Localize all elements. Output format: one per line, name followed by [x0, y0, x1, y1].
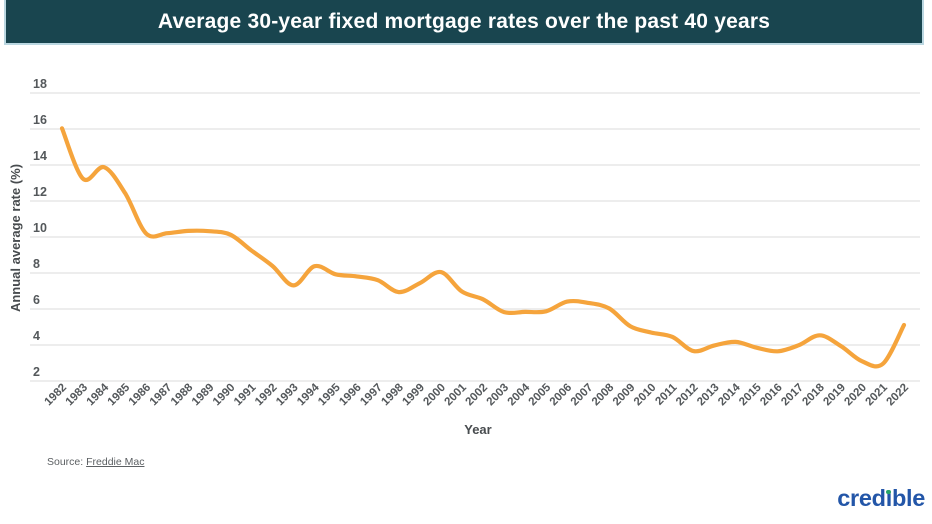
y-tick-label: 18: [33, 77, 47, 91]
x-tick-label: 2006: [548, 382, 575, 409]
x-tick-label: 2012: [674, 382, 701, 409]
x-tick-label: 1994: [295, 381, 322, 408]
x-tick-label: 1992: [253, 382, 280, 409]
y-tick-label: 16: [33, 113, 47, 127]
x-tick-label: 2003: [485, 382, 512, 409]
x-tick-label: 2020: [842, 382, 869, 409]
mortgage-rate-line-chart: 2468101214161819821983198419851986198719…: [8, 77, 920, 437]
logo-letter-i: ı: [885, 485, 893, 512]
x-tick-label: 2011: [653, 381, 680, 408]
x-tick-label: 1990: [211, 382, 238, 409]
x-tick-label: 2016: [758, 382, 785, 409]
x-tick-label: 2018: [800, 381, 827, 408]
x-tick-label: 2014: [716, 381, 743, 408]
x-tick-label: 2021: [863, 381, 890, 408]
title-bar: Average 30-year fixed mortgage rates ove…: [4, 0, 924, 45]
source-link-freddie-mac[interactable]: Freddie Mac: [86, 456, 145, 468]
x-tick-label: 1989: [190, 382, 217, 409]
x-tick-label: 1999: [400, 382, 427, 409]
chart-title: Average 30-year fixed mortgage rates ove…: [157, 9, 771, 33]
x-axis-title: Year: [464, 422, 491, 437]
x-tick-label: 2005: [527, 381, 554, 408]
y-tick-label: 8: [33, 257, 40, 271]
x-tick-label: 2015: [737, 381, 764, 408]
x-tick-label: 1991: [232, 381, 259, 408]
x-tick-label: 1985: [106, 381, 133, 408]
x-tick-label: 2013: [695, 382, 722, 409]
x-tick-label: 2000: [421, 382, 448, 409]
y-tick-label: 2: [33, 365, 40, 379]
y-axis-title: Annual average rate (%): [8, 164, 23, 312]
x-tick-label: 2008: [590, 381, 617, 408]
x-tick-label: 1996: [337, 382, 364, 409]
x-tick-label: 2019: [821, 382, 848, 409]
x-tick-label: 1997: [358, 382, 385, 409]
x-tick-label: 2002: [464, 382, 491, 409]
logo-text-pre: cred: [837, 485, 886, 511]
x-tick-label: 1983: [64, 382, 91, 409]
rate-line-series: [59, 126, 907, 369]
y-tick-label: 12: [33, 185, 47, 199]
x-tick-label: 1982: [43, 382, 70, 409]
x-tick-label: 2022: [885, 382, 912, 409]
logo-i-dot: [886, 489, 891, 494]
x-tick-label: 2007: [569, 382, 596, 409]
logo-letter-i-stem: ı: [885, 485, 893, 511]
x-tick-label: 2009: [611, 382, 638, 409]
x-tick-label: 2001: [442, 381, 469, 408]
y-tick-label: 4: [33, 329, 40, 343]
x-tick-label: 2004: [506, 381, 533, 408]
x-tick-label: 2017: [779, 382, 806, 409]
y-tick-label: 10: [33, 221, 47, 235]
x-tick-label: 1984: [85, 381, 112, 408]
x-tick-label: 1993: [274, 382, 301, 409]
source-note: Source: Freddie Mac: [47, 456, 144, 468]
x-tick-label: 1998: [379, 381, 406, 408]
source-prefix: Source:: [47, 456, 84, 468]
x-tick-label: 1986: [127, 382, 154, 409]
x-tick-label: 1988: [169, 381, 196, 408]
logo-text-post: ble: [891, 485, 925, 511]
y-tick-label: 14: [33, 149, 47, 163]
x-tick-label: 1987: [148, 382, 175, 409]
x-tick-label: 1995: [316, 381, 343, 408]
y-tick-label: 6: [33, 293, 40, 307]
x-tick-label: 2010: [632, 382, 659, 409]
credible-logo: credı ble: [837, 485, 925, 512]
